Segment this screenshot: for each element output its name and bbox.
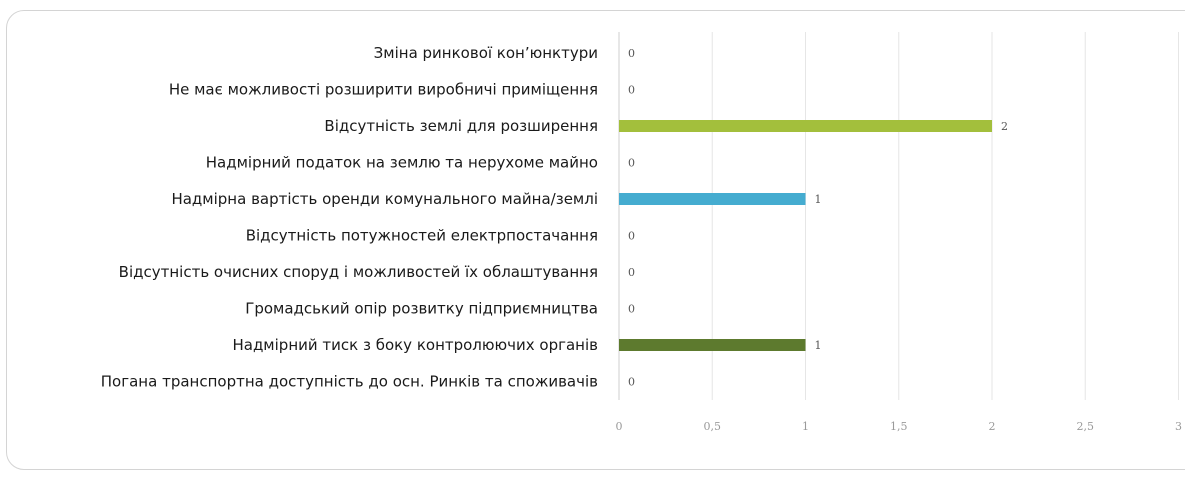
x-tick-label: 2,5 — [1077, 420, 1095, 433]
data-label: 1 — [815, 339, 822, 352]
bar — [619, 120, 992, 132]
chart-frame — [6, 10, 1185, 470]
category-label: Надмірна вартість оренди комунального ма… — [171, 190, 598, 208]
x-tick-label: 2 — [989, 420, 996, 433]
x-tick-label: 3 — [1175, 420, 1182, 433]
data-label: 0 — [628, 230, 635, 243]
x-tick-label: 1,5 — [890, 420, 908, 433]
category-label: Відсутність землі для розширення — [324, 117, 598, 135]
category-label: Відсутність потужностей електрпостачання — [246, 227, 598, 245]
data-label: 1 — [815, 193, 822, 206]
category-label: Надмірний тиск з боку контролюючих орган… — [232, 336, 598, 354]
data-label: 0 — [628, 84, 635, 97]
data-label: 0 — [628, 266, 635, 279]
bar — [619, 339, 806, 351]
x-tick-label: 1 — [802, 420, 809, 433]
category-label: Громадський опір розвитку підприємництва — [245, 300, 598, 318]
data-label: 2 — [1001, 120, 1008, 133]
data-label: 0 — [628, 303, 635, 316]
category-label: Відсутність очисних споруд і можливостей… — [119, 263, 598, 281]
category-label: Надмірний податок на землю та нерухоме м… — [206, 154, 598, 172]
category-label: Не має можливості розширити виробничі пр… — [169, 81, 598, 99]
bar — [619, 193, 806, 205]
data-label: 0 — [628, 157, 635, 170]
data-label: 0 — [628, 376, 635, 389]
category-label: Зміна ринкової кон’юнктури — [374, 44, 598, 62]
data-label: 0 — [628, 47, 635, 60]
x-tick-label: 0,5 — [704, 420, 722, 433]
category-label: Погана транспортна доступність до осн. Р… — [101, 373, 598, 391]
x-tick-label: 0 — [616, 420, 623, 433]
